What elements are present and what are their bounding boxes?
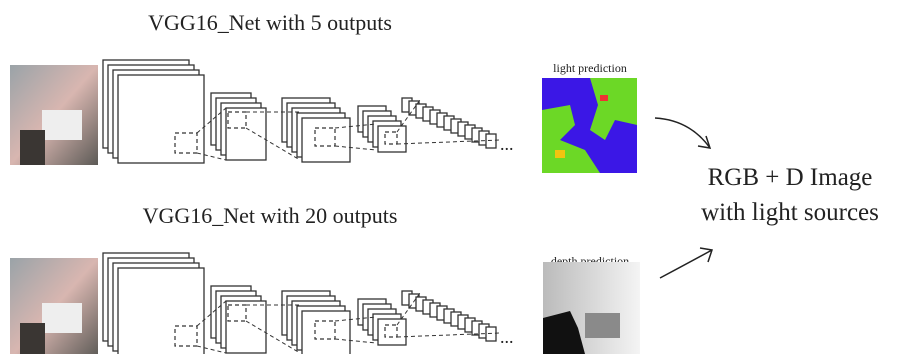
network: VGG16_Net with 20 outputs...depth predic… <box>10 203 640 354</box>
result-line: with light sources <box>701 199 879 226</box>
diagram: RGB + D Image with light sources VGG16_N… <box>0 0 913 354</box>
feature-map <box>486 327 496 341</box>
feature-map <box>302 118 350 162</box>
ellipsis: ... <box>500 134 514 154</box>
arrow <box>655 118 710 148</box>
light-map-spot <box>600 95 608 101</box>
ellipsis: ... <box>500 327 514 347</box>
feature-map <box>118 268 204 354</box>
light-map-spot <box>555 150 565 158</box>
input-image-detail <box>42 110 82 140</box>
result-line: RGB + D Image <box>708 164 873 191</box>
arrow <box>660 248 712 278</box>
feature-map <box>118 75 204 163</box>
input-image-detail <box>20 130 45 165</box>
feature-map <box>378 126 406 152</box>
depth-map-region <box>585 313 620 338</box>
feature-map <box>302 311 350 354</box>
output-label: light prediction <box>553 61 627 75</box>
input-image-detail <box>20 323 45 354</box>
network-title: VGG16_Net with 5 outputs <box>148 10 392 35</box>
network-title: VGG16_Net with 20 outputs <box>143 203 398 228</box>
input-image-detail <box>42 303 82 333</box>
feature-map <box>378 319 406 345</box>
feature-map <box>486 134 496 148</box>
network: VGG16_Net with 5 outputs... light predict… <box>10 10 637 173</box>
